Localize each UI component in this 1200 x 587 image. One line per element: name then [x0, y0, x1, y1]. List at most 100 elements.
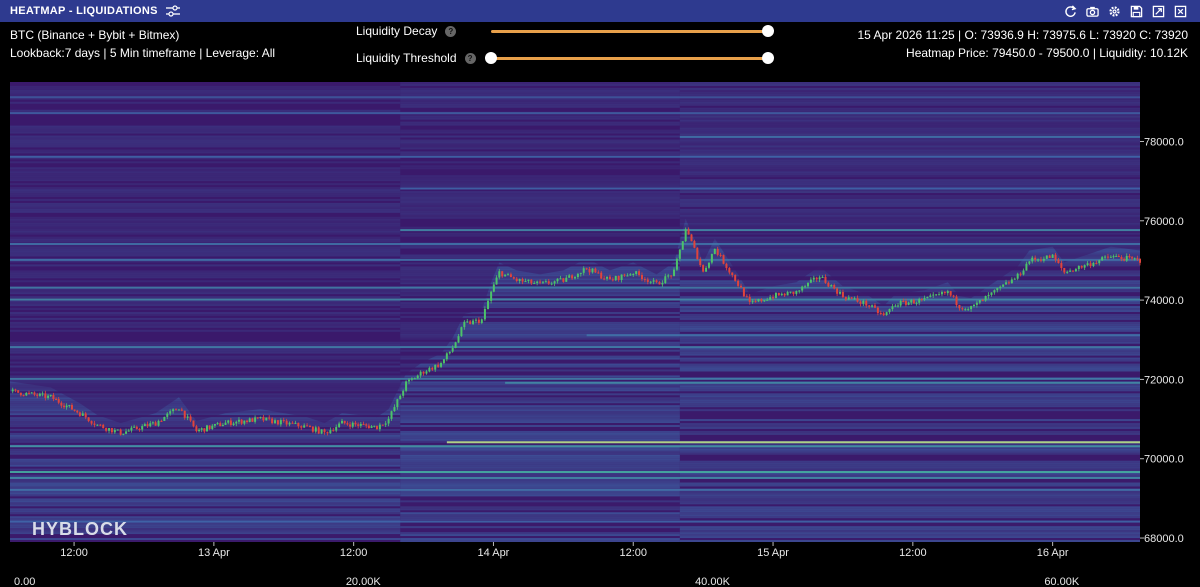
candle-body — [603, 278, 606, 280]
liquidity-threshold-max-handle[interactable] — [762, 52, 774, 64]
heatmap-cell — [400, 327, 680, 330]
candle-body — [544, 281, 547, 283]
heatmap-cell — [400, 500, 680, 503]
candle-body — [1104, 256, 1107, 258]
heatmap-cell — [400, 337, 680, 340]
liquidity-decay-slider[interactable] — [491, 25, 774, 37]
candle-body — [623, 274, 626, 276]
heatmap-cell — [400, 383, 680, 386]
candle-body — [617, 276, 620, 280]
liquidity-band — [505, 381, 1140, 384]
heatmap-cell — [400, 490, 680, 493]
candle-body — [783, 293, 786, 296]
heatmap-cell — [10, 438, 401, 441]
candle-body — [122, 433, 125, 435]
candle-body — [246, 420, 249, 423]
y-tick-label: 70000.0 — [1144, 454, 1184, 466]
heatmap-cell — [679, 466, 1140, 469]
candle-body — [30, 392, 33, 394]
chart-settings: Lookback:7 days | 5 Min timeframe | Leve… — [10, 46, 276, 60]
heatmap-cell — [400, 276, 680, 279]
candle-body — [200, 428, 203, 430]
candle-body — [801, 286, 804, 291]
candle-body — [410, 378, 413, 380]
candle-body — [853, 298, 856, 300]
candle-body — [1069, 270, 1072, 272]
help-icon[interactable]: ? — [445, 25, 457, 37]
candle-body — [172, 409, 175, 412]
save-icon[interactable] — [1128, 3, 1144, 19]
candle-body — [1025, 263, 1028, 271]
candle-body — [143, 424, 146, 427]
candle-body — [678, 249, 681, 259]
help-icon[interactable]: ? — [464, 52, 476, 64]
heatmap-cell — [400, 468, 680, 471]
candle-body — [33, 392, 36, 395]
x-tick-label: 15 Apr — [757, 547, 789, 559]
candle-body — [1007, 282, 1010, 284]
candle-body — [699, 259, 702, 266]
candle-body — [419, 371, 422, 376]
heatmap-cell — [400, 458, 680, 461]
heatmap-cell — [10, 492, 401, 495]
liquidation-heatmap-chart[interactable]: 68000.0 70000.0 72000.0 74000.0 76000.0 78000… — [0, 80, 1200, 587]
liquidity-band — [446, 441, 1140, 444]
sliders-icon[interactable] — [165, 5, 180, 17]
candle-body — [888, 309, 891, 313]
candle-body — [208, 425, 211, 429]
gear-icon[interactable] — [1106, 3, 1122, 19]
candle-body — [402, 390, 405, 396]
candle-body — [620, 274, 623, 280]
candle-body — [585, 268, 588, 270]
candle-body — [912, 300, 915, 304]
candle-body — [354, 422, 357, 425]
candle-body — [1045, 255, 1048, 259]
expand-icon[interactable] — [1150, 3, 1166, 19]
candle-body — [180, 409, 183, 411]
camera-icon[interactable] — [1084, 3, 1100, 19]
y-tick-label: 72000.0 — [1144, 374, 1184, 386]
heatmap-cell — [400, 464, 680, 467]
heatmap-cell — [400, 341, 680, 344]
candle-body — [308, 426, 311, 428]
candle-body — [213, 423, 216, 426]
candle-body — [1042, 258, 1045, 261]
candle-body — [105, 428, 108, 431]
candle-body — [512, 277, 515, 279]
close-icon[interactable] — [1172, 3, 1188, 19]
x-tick-label: 12:00 — [60, 547, 88, 559]
candle-body — [707, 262, 710, 268]
heatmap-cell — [400, 540, 680, 542]
heatmap-cell — [679, 532, 1140, 535]
refresh-icon[interactable] — [1062, 3, 1078, 19]
heatmap-cell — [679, 448, 1140, 451]
liquidity-threshold-slider[interactable] — [485, 52, 774, 64]
x-tick-label: 12:00 — [899, 547, 927, 559]
heatmap-cell — [679, 419, 1140, 422]
candle-body — [705, 267, 708, 272]
heatmap-cell — [679, 327, 1140, 330]
candle-body — [265, 417, 268, 421]
liquidity-threshold-min-handle[interactable] — [485, 52, 497, 64]
candle-body — [317, 427, 320, 434]
candle-body — [1016, 273, 1019, 279]
heatmap-cell — [400, 290, 680, 293]
heatmap-cell — [10, 494, 401, 497]
candle-body — [588, 268, 591, 273]
candle-body — [108, 428, 111, 431]
heatmap-cell — [679, 317, 1140, 320]
candle-body — [311, 426, 314, 432]
candle-body — [910, 300, 913, 303]
candle-body — [946, 291, 949, 294]
candle-body — [579, 272, 582, 274]
heatmap-cell — [400, 306, 680, 309]
candle-body — [243, 420, 246, 424]
liquidity-decay-handle[interactable] — [762, 25, 774, 37]
heatmap-cell — [679, 528, 1140, 531]
heatmap-cell — [400, 357, 680, 360]
heatmap-cell — [400, 456, 680, 459]
candle-body — [365, 424, 368, 426]
heatmap-cell — [679, 308, 1140, 311]
scale-label: 0.00 — [14, 576, 35, 587]
heatmap-layer — [10, 82, 1141, 542]
